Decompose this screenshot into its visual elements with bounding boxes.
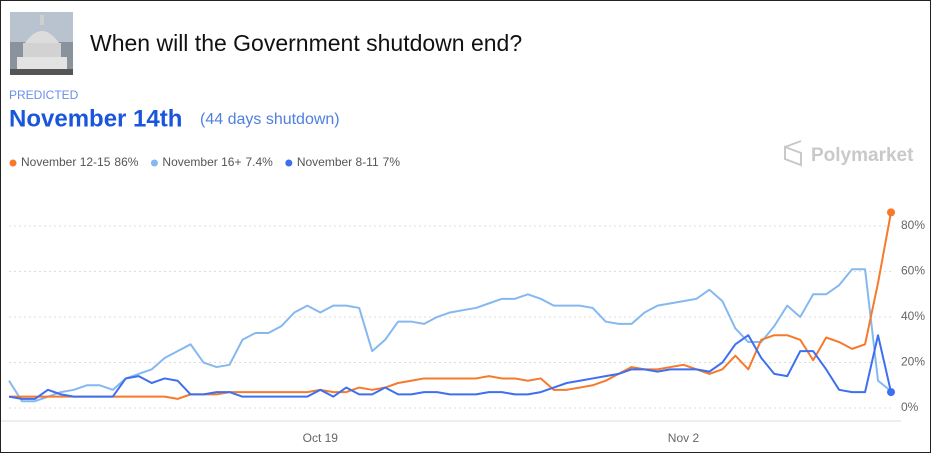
legend-value: 7.4% — [245, 155, 273, 169]
y-tick-label: 0% — [901, 400, 919, 414]
title: When will the Government shutdown end? — [90, 30, 522, 56]
legend-value: 7% — [383, 155, 401, 169]
y-tick-label: 40% — [901, 309, 925, 323]
series-line — [8, 268, 892, 403]
prediction: November 14th — [9, 105, 182, 132]
legend-label: November 16+ — [162, 155, 241, 169]
series-line — [9, 212, 892, 400]
brand: Polymarket — [811, 145, 914, 166]
series-line — [8, 334, 892, 400]
end-marker — [887, 208, 895, 217]
legend-value: 86% — [114, 155, 138, 169]
prediction-note: (44 days shutdown) — [200, 111, 340, 128]
legend-label: November 12-15 — [21, 155, 111, 169]
market-icon — [10, 12, 73, 75]
legend-swatch — [9, 159, 17, 167]
legend-label: November 8-11 — [297, 155, 379, 169]
brand-logo: Polymarket — [784, 140, 914, 167]
x-tick-label: Oct 19 — [303, 431, 339, 445]
legend-swatch — [285, 159, 293, 167]
y-tick-label: 60% — [901, 264, 925, 278]
y-tick-label: 20% — [901, 355, 925, 369]
legend-swatch — [150, 159, 158, 167]
y-tick-label: 80% — [901, 218, 925, 232]
x-tick-label: Nov 2 — [668, 431, 700, 445]
predicted-label: PREDICTED — [9, 88, 79, 102]
end-marker — [887, 388, 895, 397]
